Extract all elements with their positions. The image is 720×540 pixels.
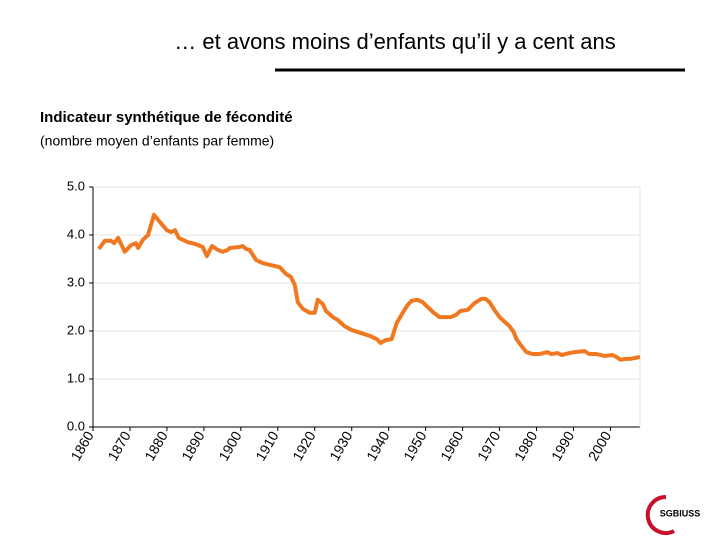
- y-tick-label: 1.0: [67, 370, 85, 385]
- x-tick-label: 1880: [141, 428, 171, 463]
- x-tick-label: 1890: [178, 428, 208, 463]
- logo-text: SGBIUSS: [660, 508, 701, 518]
- y-tick-label: 5.0: [67, 178, 85, 193]
- x-tick-label: 1920: [289, 428, 319, 463]
- x-tick-label: 1980: [511, 428, 541, 463]
- x-tick-label: 1860: [67, 428, 97, 463]
- slide-heading: … et avons moins d’enfants qu’il y a cen…: [174, 29, 615, 54]
- x-tick-label: 2000: [585, 428, 615, 463]
- y-tick-label: 4.0: [67, 226, 85, 241]
- x-tick-label: 1870: [104, 428, 134, 463]
- x-tick-label: 1970: [474, 428, 504, 463]
- x-tick-label: 1910: [252, 428, 282, 463]
- y-tick-label: 0.0: [67, 418, 85, 433]
- logo: SGBIUSS: [645, 494, 701, 535]
- x-tick-label: 1940: [363, 428, 393, 463]
- x-tick-label: 1950: [400, 428, 430, 463]
- chart-title: Indicateur synthétique de fécondité: [40, 109, 293, 126]
- data-line: [97, 212, 641, 362]
- y-tick-label: 2.0: [67, 322, 85, 337]
- chart-subtitle: (nombre moyen d’enfants par femme): [40, 133, 274, 149]
- x-tick-label: 1930: [326, 428, 356, 463]
- x-tick-label: 1960: [437, 428, 467, 463]
- x-tick-label: 1900: [215, 428, 245, 463]
- x-tick-label: 1990: [548, 428, 578, 463]
- y-tick-label: 3.0: [67, 274, 85, 289]
